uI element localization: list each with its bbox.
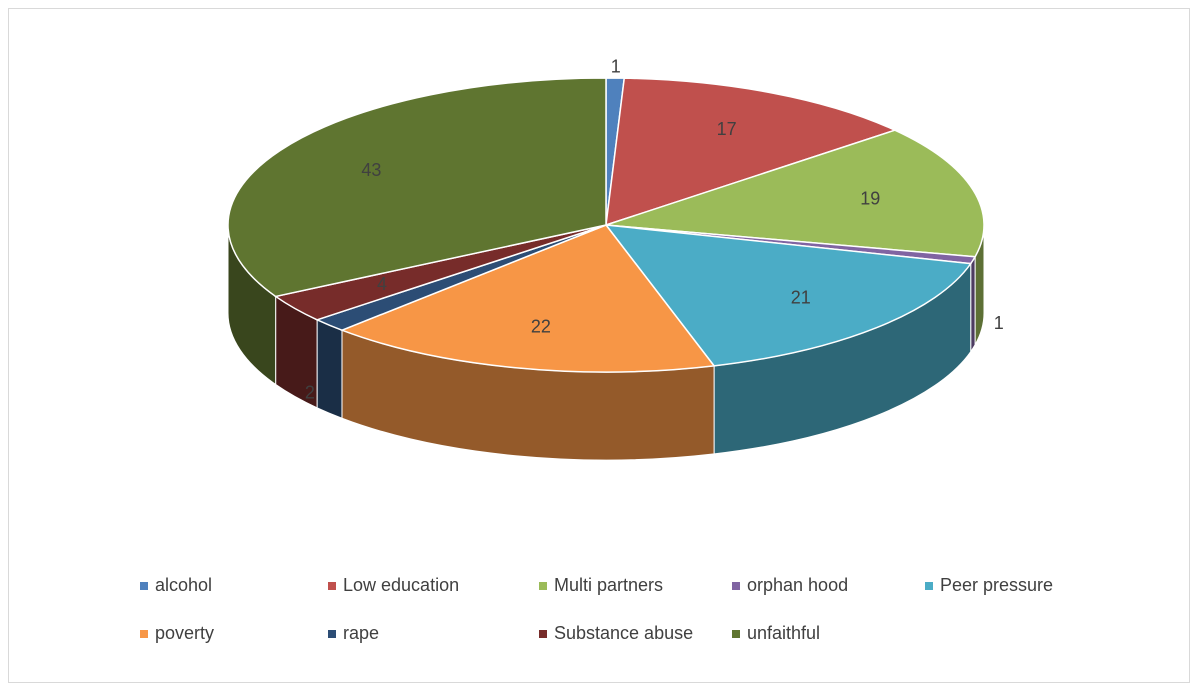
slice [605,129,985,258]
data-label: 17 [717,119,737,139]
legend-swatch [539,630,547,638]
slice [604,224,973,367]
legend-label: Multi partners [554,575,663,595]
legend-label: unfaithful [747,623,820,643]
slice-side [970,254,976,354]
legend-swatch [328,630,336,638]
data-label: 1 [611,57,621,77]
slice [605,77,897,227]
legend-swatch [140,582,148,590]
legend-label: Substance abuse [554,623,693,643]
legend-label: poverty [155,623,214,643]
data-label: 1 [994,313,1004,333]
legend-label: Low education [343,575,459,595]
slice [227,77,607,298]
legend-swatch [925,582,933,590]
legend-swatch [732,630,740,638]
legend-label: alcohol [155,575,212,595]
slice-side [316,319,343,419]
data-label: 22 [531,317,551,337]
legend-label: orphan hood [747,575,848,595]
data-label: 43 [361,160,381,180]
legend-swatch [328,582,336,590]
slice [339,224,716,373]
legend-swatch [140,630,148,638]
legend-swatch [732,582,740,590]
legend-swatch [539,582,547,590]
data-label: 2 [305,382,315,402]
data-label: 21 [791,288,811,308]
data-label: 4 [377,274,387,294]
legend-label: Peer pressure [940,575,1053,595]
data-label: 19 [860,188,880,208]
legend-label: rape [343,623,379,643]
